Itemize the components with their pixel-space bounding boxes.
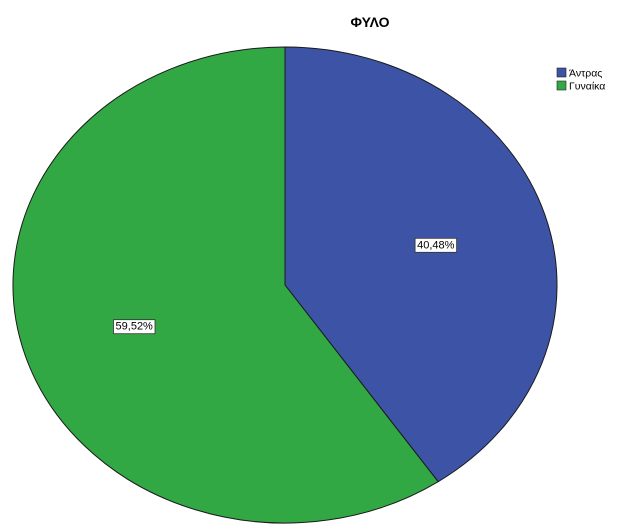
legend-swatch [556,80,567,91]
data-label-text: 59,52% [116,321,154,333]
data-label-άντρας: 40,48% [414,237,458,253]
pie-slice-γυναίκα [12,46,439,524]
legend-swatch [556,67,567,78]
data-labels: 40,48% 59,52% [113,237,458,335]
legend-label: Γυναίκα [569,81,605,93]
legend-label: Άντρας [569,68,602,80]
pie-slices [12,46,558,524]
legend-item-γυναίκα: Γυναίκα [556,80,605,93]
data-label-box [113,319,156,335]
legend-item-άντρας: Άντρας [556,67,602,80]
chart-title: ΦΥΛΟ [350,14,389,30]
data-label-text: 40,48% [417,239,455,251]
data-label-γυναίκα: 59,52% [113,319,156,335]
data-label-box [414,237,458,253]
pie-slice-άντρας [284,46,558,483]
